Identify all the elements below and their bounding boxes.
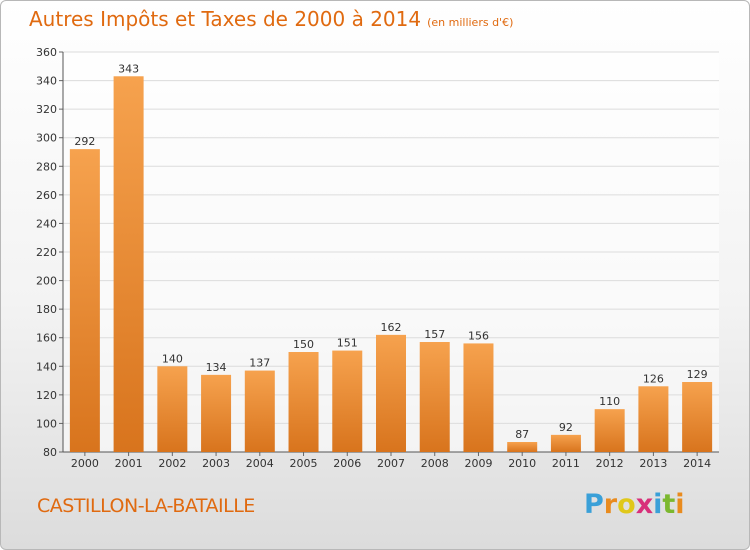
y-tick-label: 320 — [36, 103, 57, 116]
x-tick-label: 2001 — [115, 457, 143, 470]
bar-2002 — [157, 366, 188, 452]
x-tick-label: 2007 — [377, 457, 405, 470]
y-tick-label: 180 — [36, 303, 57, 316]
x-tick-label: 2008 — [421, 457, 449, 470]
logo-letter: P — [584, 489, 604, 520]
y-tick-label: 260 — [36, 189, 57, 202]
x-tick-label: 2002 — [158, 457, 186, 470]
y-tick-label: 340 — [36, 75, 57, 88]
bar-value-label: 92 — [559, 421, 573, 434]
bar-value-label: 140 — [162, 352, 183, 365]
bar-value-label: 150 — [293, 338, 314, 351]
y-tick-label: 100 — [36, 417, 57, 430]
bar-2012 — [594, 409, 625, 452]
logo-letter: x — [635, 489, 654, 520]
x-tick-label: 2012 — [596, 457, 624, 470]
bar-value-label: 137 — [249, 357, 270, 370]
bar-value-label: 134 — [206, 361, 227, 374]
x-tick-label: 2014 — [683, 457, 711, 470]
y-tick-label: 220 — [36, 246, 57, 259]
bar-2007 — [376, 334, 406, 452]
bar-2005 — [288, 352, 319, 452]
bar-2011 — [550, 434, 581, 452]
logo-letter: r — [603, 489, 618, 520]
bar-value-label: 129 — [687, 368, 708, 381]
bar-2013 — [638, 386, 669, 452]
y-tick-label: 360 — [36, 46, 57, 59]
x-tick-label: 2010 — [508, 457, 536, 470]
y-tick-label: 200 — [36, 275, 57, 288]
labels: 80 100 120 140 160 180 200 220 240 260 280 300 320 34… — [36, 46, 711, 470]
x-tick-label: 2005 — [290, 457, 318, 470]
city-name: CASTILLON-LA-BATAILLE — [37, 495, 255, 517]
bar-value-label: 110 — [599, 395, 620, 408]
logo-letter: o — [617, 489, 636, 520]
bar-value-label: 162 — [381, 321, 402, 334]
bar-2009 — [463, 343, 494, 452]
bar-2003 — [201, 374, 232, 452]
y-tick-label: 80 — [43, 446, 57, 459]
logo-letter: i — [653, 489, 663, 520]
bar-2014 — [682, 382, 713, 452]
x-tick-label: 2013 — [639, 457, 667, 470]
y-tick-label: 160 — [36, 332, 57, 345]
bars — [69, 76, 713, 453]
y-tick-label: 280 — [36, 160, 57, 173]
bar-value-label: 151 — [337, 337, 358, 350]
x-tick-label: 2009 — [464, 457, 492, 470]
bar-2010 — [507, 442, 538, 452]
title-text: Autres Impôts et Taxes de 2000 à 2014 — [29, 7, 422, 31]
y-tick-label: 120 — [36, 389, 57, 402]
bar-value-label: 156 — [468, 329, 489, 342]
y-tick-label: 300 — [36, 132, 57, 145]
bar-2004 — [244, 370, 275, 452]
x-tick-label: 2000 — [71, 457, 99, 470]
logo-letter: i — [675, 489, 685, 520]
bar-value-label: 343 — [118, 62, 139, 75]
bar-2006 — [332, 350, 363, 452]
y-tick-label: 140 — [36, 360, 57, 373]
bar-value-label: 87 — [515, 428, 529, 441]
bar-value-label: 292 — [74, 135, 95, 148]
x-tick-label: 2004 — [246, 457, 274, 470]
proxiti-logo: Proxiti — [584, 489, 685, 520]
bar-2001 — [113, 76, 144, 453]
chart-title: Autres Impôts et Taxes de 2000 à 2014 (en… — [29, 7, 513, 31]
title-unit: (en milliers d'€) — [427, 16, 514, 29]
bar-2000 — [69, 149, 100, 452]
logo-letter: t — [662, 489, 676, 520]
y-tick-label: 240 — [36, 217, 57, 230]
bar-value-label: 126 — [643, 372, 664, 385]
x-tick-label: 2003 — [202, 457, 230, 470]
bar-2008 — [419, 342, 450, 452]
x-tick-label: 2006 — [333, 457, 361, 470]
x-tick-label: 2011 — [552, 457, 580, 470]
bar-value-label: 157 — [424, 328, 445, 341]
